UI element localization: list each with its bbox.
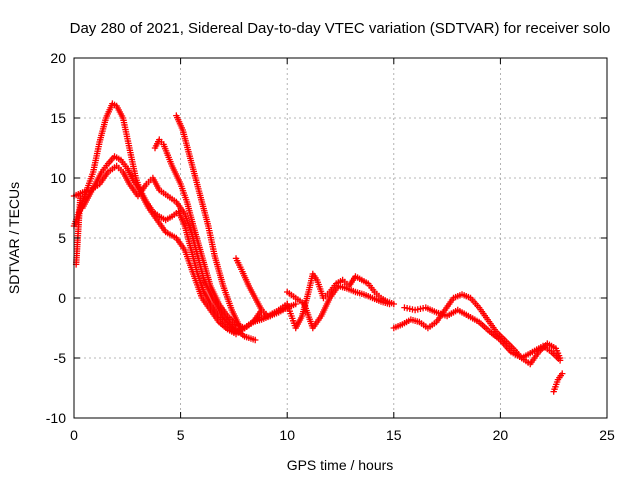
x-tick-label: 10 (279, 427, 295, 443)
series-arc-g (284, 270, 397, 332)
data-point (252, 336, 259, 344)
x-tick-label: 0 (70, 427, 78, 443)
data-marks (70, 100, 566, 395)
data-point (237, 324, 244, 332)
y-tick-label: 15 (50, 110, 66, 126)
y-tick-label: -5 (54, 350, 67, 366)
grid (74, 58, 607, 418)
x-tick-label: 15 (386, 427, 402, 443)
y-tick-label: 20 (50, 50, 66, 66)
series-arc-f (232, 255, 291, 320)
series-arc-l (72, 192, 84, 268)
y-tick-label: 5 (58, 230, 66, 246)
data-point (77, 192, 84, 200)
x-tick-label: 25 (599, 427, 615, 443)
x-tick-label: 20 (493, 427, 509, 443)
x-axis-label: GPS time / hours (287, 457, 394, 473)
data-point (559, 370, 566, 377)
y-tick-label: -10 (46, 410, 66, 426)
series-arc-i (390, 291, 564, 368)
y-tick-label: 10 (50, 170, 66, 186)
data-point (556, 357, 564, 364)
x-axis: 0 5 10 15 20 25 (70, 58, 615, 443)
series-arc-j (401, 304, 564, 364)
series-arc-e (173, 112, 244, 332)
series-arc-d (151, 136, 265, 332)
data-point (386, 300, 393, 308)
y-tick-label: 0 (58, 290, 66, 306)
y-axis: -10 -5 0 5 10 15 20 (46, 50, 607, 426)
data-point (292, 300, 299, 308)
series-arc-h (284, 282, 393, 332)
y-axis-label: SDTVAR / TECUs (6, 182, 22, 294)
x-tick-label: 5 (177, 427, 185, 443)
series-arc-k (550, 370, 566, 395)
chart-title: Day 280 of 2021, Sidereal Day-to-day VTE… (70, 20, 611, 37)
